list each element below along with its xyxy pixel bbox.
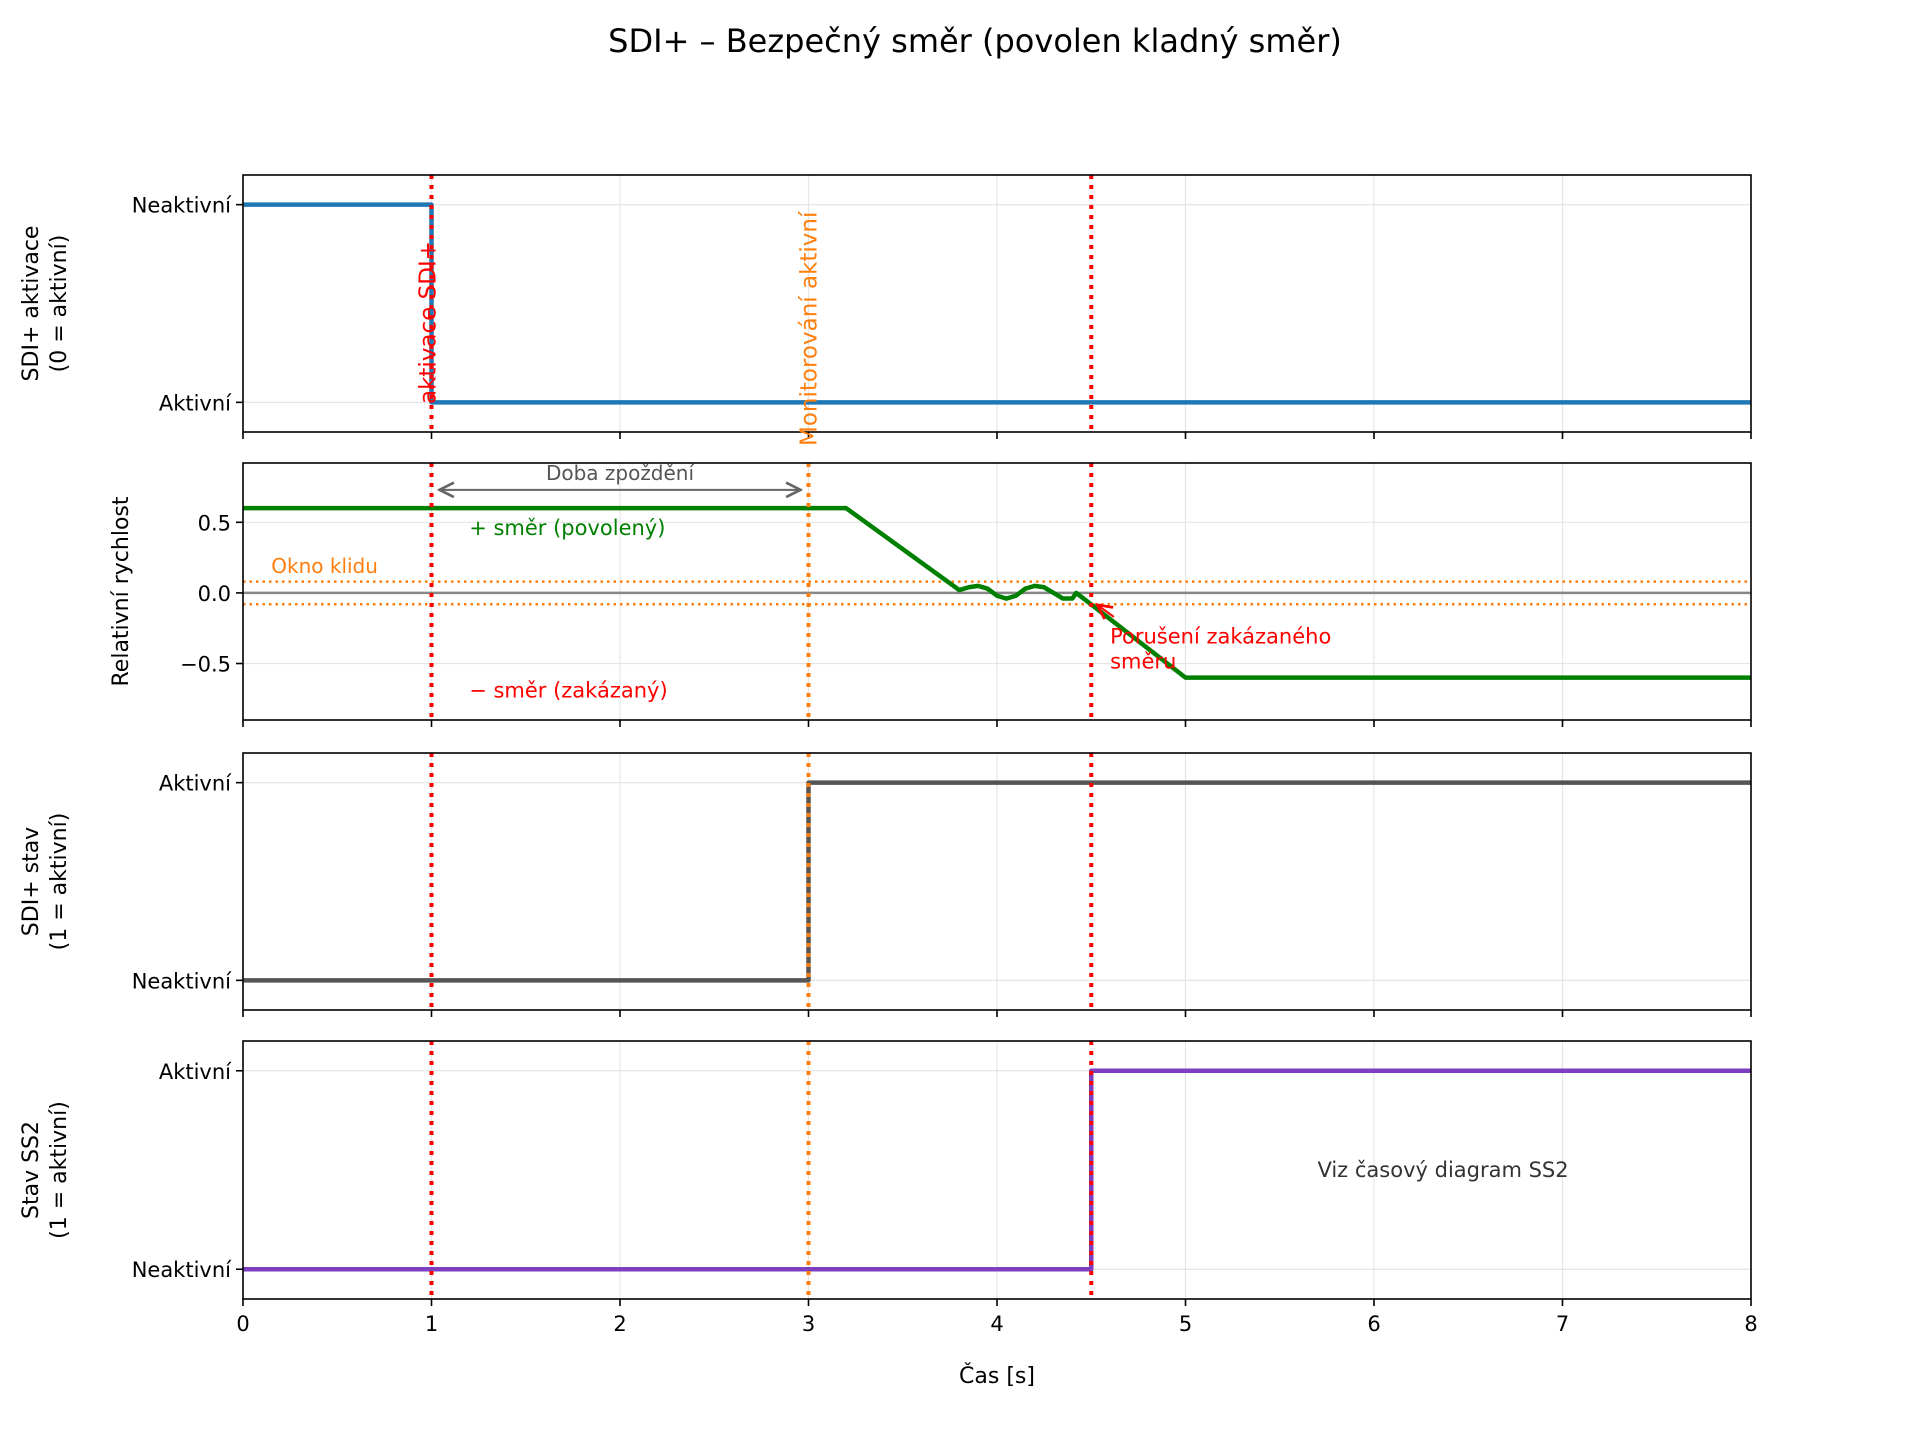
y-axis-label: (1 = aktivní) bbox=[47, 813, 72, 951]
y-tick-label: Aktivní bbox=[159, 772, 232, 796]
x-tick-label: 6 bbox=[1367, 1312, 1380, 1336]
panel-1: Neaktivní Aktivní SDI+ aktivace (0 = aktivn… bbox=[19, 174, 1752, 446]
x-tick-label: 7 bbox=[1556, 1312, 1569, 1336]
x-tick-label: 5 bbox=[1179, 1312, 1192, 1336]
x-axis-label: Čas [s] bbox=[959, 1363, 1035, 1389]
x-tick-label: 4 bbox=[990, 1312, 1003, 1336]
series-line-sdi-stav bbox=[243, 780, 1751, 983]
y-tick-label: Aktivní bbox=[159, 391, 232, 415]
series-line-stav-ss2 bbox=[243, 1068, 1751, 1272]
y-axis-label: Relativní rychlost bbox=[109, 496, 134, 686]
x-tick-label: 8 bbox=[1744, 1312, 1757, 1336]
delay-label: Doba zpoždění bbox=[546, 461, 696, 485]
y-tick-label: Aktivní bbox=[159, 1060, 232, 1084]
event-label-monitoring: Monitorování aktivní bbox=[797, 211, 823, 446]
y-axis-label: SDI+ aktivace bbox=[19, 226, 44, 382]
panel-3: Aktivní Neaktivní SDI+ stav (1 = aktivní) bbox=[19, 752, 1752, 1017]
event-label-activation: aktivace SDI+ bbox=[416, 241, 442, 404]
panel-2: 0.5 0.0 −0.5 Relativní rychlost Doba zpožděn… bbox=[109, 461, 1752, 727]
y-tick-label: Neaktivní bbox=[132, 194, 232, 218]
standstill-window-label: Okno klidu bbox=[271, 554, 378, 578]
y-axis-label: SDI+ stav bbox=[19, 827, 44, 936]
x-tick-label: 3 bbox=[802, 1312, 815, 1336]
chart-title: SDI+ – Bezpečný směr (povolen kladný smě… bbox=[608, 22, 1342, 60]
y-axis-label: (0 = aktivní) bbox=[47, 235, 72, 373]
positive-direction-label: + směr (povolený) bbox=[469, 516, 665, 540]
y-tick-label: 0.0 bbox=[198, 582, 231, 606]
series-line-sdi-aktivace bbox=[243, 202, 1751, 405]
x-tick-label: 1 bbox=[425, 1312, 438, 1336]
negative-direction-label: − směr (zakázaný) bbox=[469, 678, 667, 702]
violation-label: Porušení zakázaného bbox=[1110, 625, 1331, 649]
violation-arrow bbox=[1097, 605, 1115, 617]
y-axis-label: (1 = aktivní) bbox=[47, 1101, 72, 1239]
y-tick-label: 0.5 bbox=[198, 511, 231, 535]
y-tick-label: Neaktivní bbox=[132, 1258, 232, 1282]
violation-label: směru bbox=[1110, 650, 1176, 674]
y-axis-label: Stav SS2 bbox=[19, 1121, 44, 1219]
panel-4: 0 1 2 3 4 5 6 7 8 Aktivní Neaktivní Stav SS2 (1 = ak… bbox=[19, 1040, 1758, 1336]
series-line-relativn-rychlost bbox=[243, 505, 1751, 680]
y-tick-label: −0.5 bbox=[180, 653, 231, 677]
x-tick-label: 0 bbox=[236, 1312, 249, 1336]
y-tick-label: Neaktivní bbox=[132, 969, 232, 993]
ss2-note: Viz časový diagram SS2 bbox=[1317, 1158, 1568, 1182]
x-tick-label: 2 bbox=[613, 1312, 626, 1336]
